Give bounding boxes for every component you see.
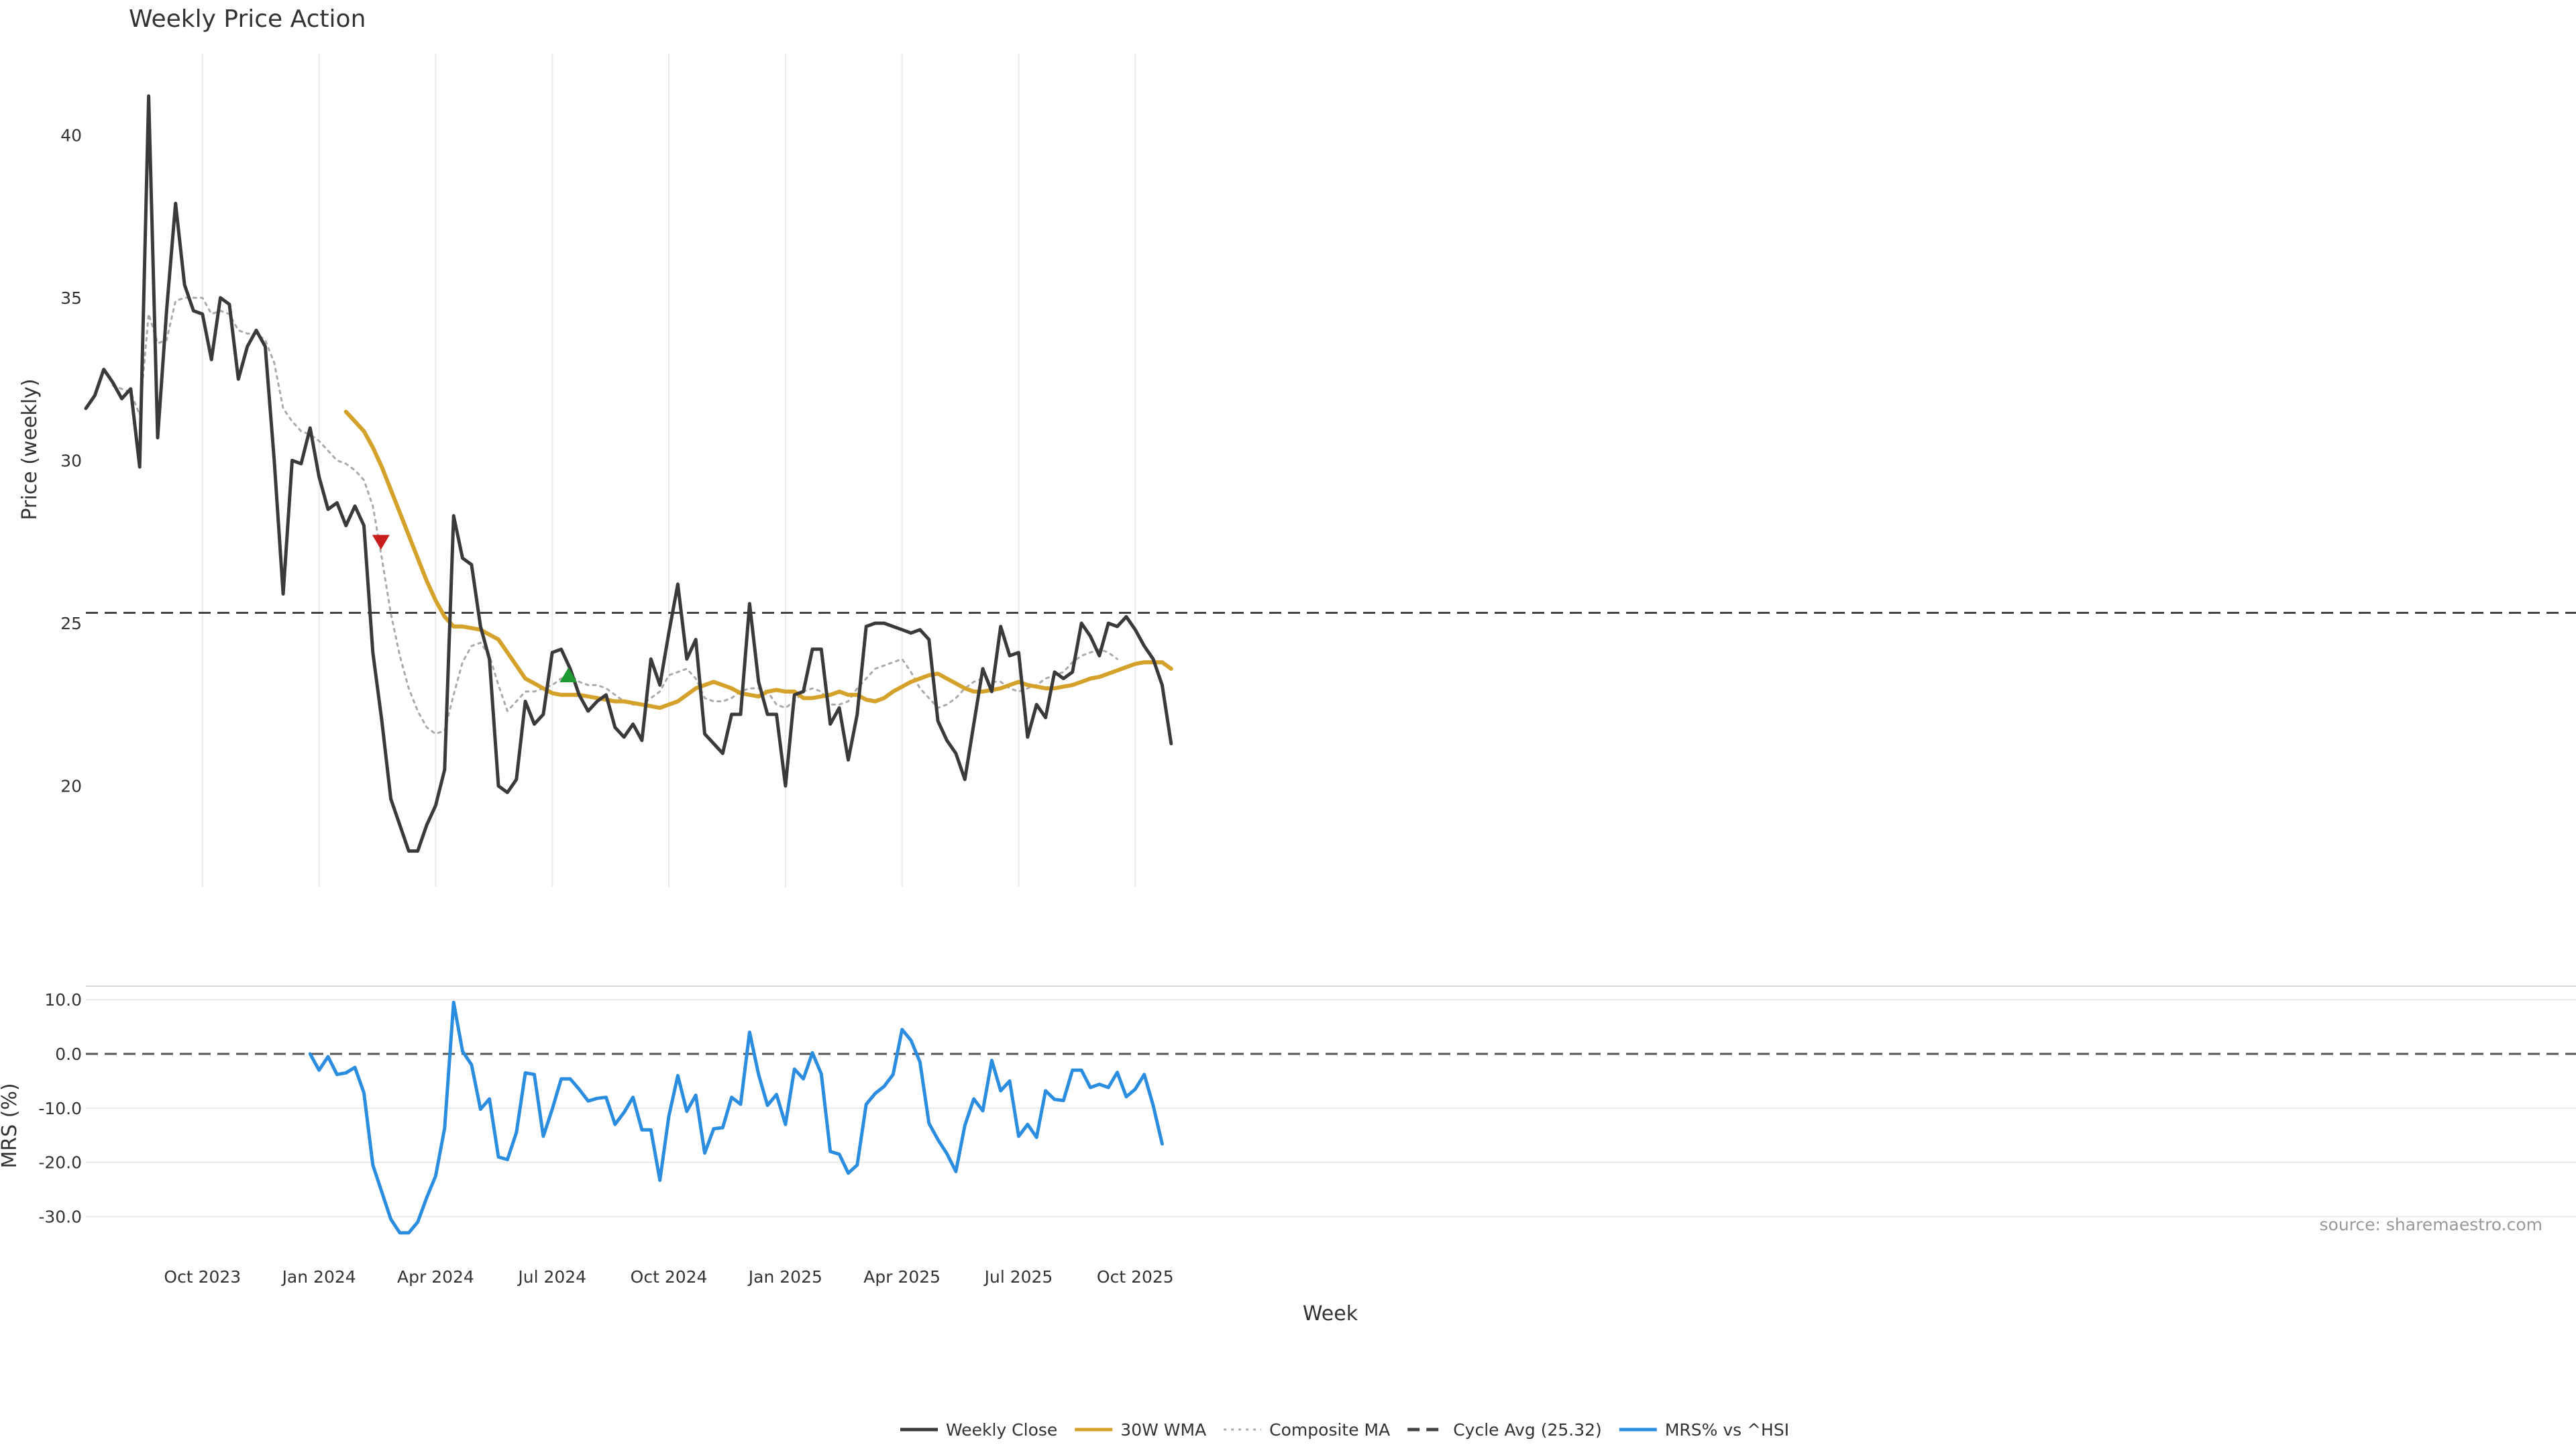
price-y-axis-label: Price (weekly) [18,378,42,520]
price-y-tick-label: 35 [60,288,82,308]
mrs-vs-hsi-line [308,1000,1164,1235]
x-tick-label: Apr 2024 [397,1267,474,1287]
x-tick-label: Jan 2025 [747,1267,822,1287]
mrs-y-tick-label: 0.0 [55,1044,82,1064]
x-axis-ticks: Oct 2023 Jan 2024 Apr 2024 Jul 2024 Oct 2024… [164,1267,1173,1287]
chart-title: Weekly Price Action [129,5,366,33]
mrs-series [308,1000,1164,1235]
x-tick-label: Oct 2025 [1097,1267,1174,1287]
legend: Weekly Close 30W WMA Composite MA Cycle Avg… [900,1420,1789,1440]
legend-label: Weekly Close [946,1420,1057,1440]
x-tick-label: Apr 2025 [863,1267,941,1287]
legend-label: MRS% vs ^HSI [1665,1420,1789,1440]
price-y-tick-label: 25 [60,614,82,633]
x-tick-label: Jul 2024 [517,1267,586,1287]
price-gridlines [201,54,1136,887]
composite-ma-line [111,297,1118,735]
price-markers [372,535,578,683]
x-tick-label: Oct 2024 [631,1267,708,1287]
mrs-gridlines [86,999,2576,1218]
x-axis-label: Week [1303,1302,1358,1326]
mrs-y-tick-label: -30.0 [38,1208,82,1227]
legend-label: 30W WMA [1120,1420,1206,1440]
weekly-close-line [84,94,1173,853]
price-panel: 20 25 30 35 40 Price (weekly) [18,54,2576,887]
legend-label: Cycle Avg (25.32) [1453,1420,1602,1440]
price-y-ticks: 20 25 30 35 40 [60,125,82,796]
mrs-y-ticks: 10.0 0.0 -10.0 -20.0 -30.0 [38,990,82,1226]
price-y-tick-label: 40 [60,125,82,145]
mrs-y-tick-label: 10.0 [44,990,82,1010]
price-series [84,94,1173,853]
price-y-tick-label: 30 [60,451,82,470]
legend-label: Composite MA [1269,1420,1390,1440]
price-y-tick-label: 20 [60,777,82,796]
mrs-y-axis-label: MRS (%) [0,1083,21,1168]
mrs-y-tick-label: -20.0 [38,1153,82,1173]
x-tick-label: Oct 2023 [164,1267,241,1287]
mrs-y-tick-label: -10.0 [38,1099,82,1118]
x-tick-label: Jan 2024 [281,1267,356,1287]
buy-signal-marker [559,667,578,683]
sell-signal-marker [372,535,390,550]
source-note: source: sharemaestro.com [2320,1215,2543,1234]
30w-wma-line [343,409,1173,710]
x-tick-label: Jul 2025 [983,1267,1053,1287]
mrs-panel: 10.0 0.0 -10.0 -20.0 -30.0 MRS (%) source: s… [0,985,2576,1235]
